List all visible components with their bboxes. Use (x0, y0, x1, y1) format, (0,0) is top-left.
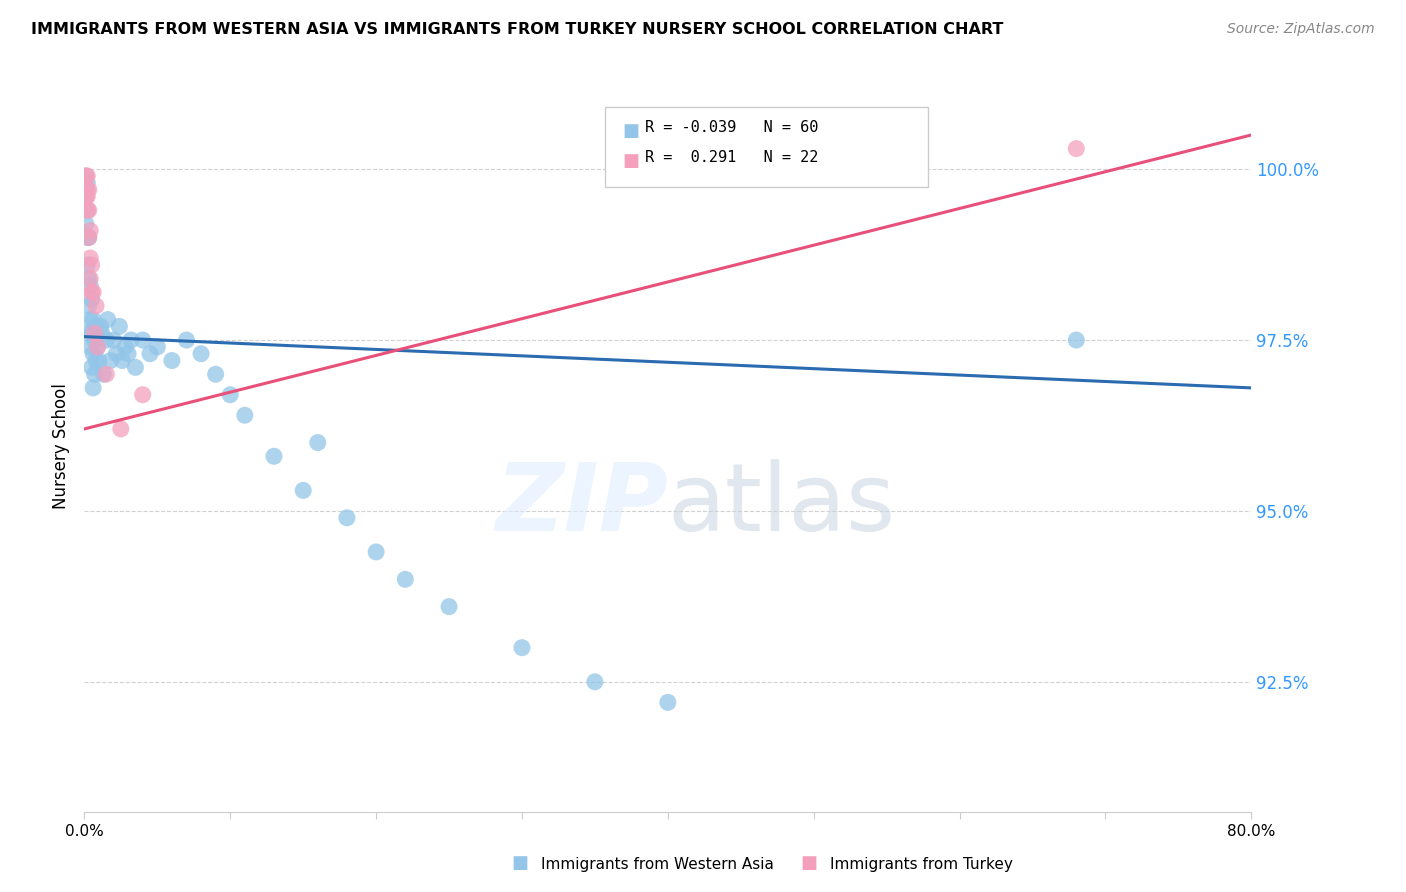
Point (394, 572, 416, 586)
Point (84, 299, 107, 313)
Point (80, 285, 103, 300)
Point (97, 312, 120, 326)
Point (96, 333, 118, 347)
Text: atlas: atlas (668, 458, 896, 550)
Point (79, 251, 101, 265)
Point (75, 189, 97, 203)
Point (75, 217, 97, 231)
Point (1066, 333, 1088, 347)
Point (233, 409, 256, 423)
Point (76, 230, 98, 244)
Point (79, 312, 101, 326)
Text: IMMIGRANTS FROM WESTERN ASIA VS IMMIGRANTS FROM TURKEY NURSERY SCHOOL CORRELATIO: IMMIGRANTS FROM WESTERN ASIA VS IMMIGRAN… (31, 22, 1004, 37)
Point (307, 435, 329, 450)
Point (80, 258, 103, 272)
Text: Immigrants from Turkey: Immigrants from Turkey (830, 857, 1012, 872)
Point (77, 203, 100, 218)
Y-axis label: Nursery School: Nursery School (52, 383, 70, 509)
Text: ■: ■ (623, 152, 640, 169)
Point (146, 340, 169, 354)
Point (114, 340, 136, 354)
Point (1066, 142, 1088, 156)
Point (292, 483, 315, 498)
Point (108, 319, 131, 334)
Point (219, 388, 242, 402)
Point (79, 340, 101, 354)
Point (76, 203, 98, 218)
Point (336, 510, 359, 524)
Point (82, 285, 104, 300)
Point (89, 319, 111, 334)
Point (83, 368, 105, 382)
Point (657, 695, 679, 709)
Text: ■: ■ (512, 855, 529, 872)
Point (84, 353, 107, 368)
Point (83, 326, 105, 341)
Point (80, 360, 103, 375)
Point (105, 347, 128, 361)
Point (583, 674, 606, 689)
Point (86, 340, 108, 354)
Point (82, 312, 104, 326)
Point (176, 333, 198, 347)
Text: ■: ■ (800, 855, 817, 872)
Point (80, 292, 103, 306)
Point (77, 230, 100, 244)
Point (510, 640, 533, 655)
Text: Source: ZipAtlas.com: Source: ZipAtlas.com (1227, 22, 1375, 37)
Point (110, 422, 132, 436)
Point (75, 169, 97, 183)
Text: ■: ■ (623, 122, 640, 140)
Point (90, 326, 112, 341)
Point (82, 381, 104, 395)
Point (76, 176, 98, 190)
Point (76, 189, 98, 203)
Point (91, 368, 114, 382)
Point (82, 347, 104, 361)
Point (77, 230, 100, 244)
Point (132, 333, 155, 347)
Point (117, 347, 139, 361)
Point (132, 388, 155, 402)
Point (204, 368, 226, 382)
Point (366, 545, 388, 559)
Text: Immigrants from Western Asia: Immigrants from Western Asia (541, 857, 775, 872)
Text: ZIP: ZIP (495, 458, 668, 550)
Text: R = -0.039   N = 60: R = -0.039 N = 60 (645, 120, 818, 136)
Point (263, 449, 285, 463)
Point (76, 203, 98, 218)
Point (437, 599, 460, 614)
Point (190, 347, 212, 361)
Point (77, 326, 100, 341)
Point (76, 169, 98, 183)
Point (96, 368, 118, 382)
Point (80, 326, 103, 341)
Point (84, 319, 107, 334)
Point (77, 271, 100, 285)
Point (75, 189, 97, 203)
Point (103, 333, 125, 347)
Point (79, 271, 101, 285)
Point (76, 258, 98, 272)
Point (160, 353, 183, 368)
Point (76, 183, 98, 197)
Point (77, 299, 100, 313)
Point (75, 169, 97, 183)
Point (79, 224, 101, 238)
Text: R =  0.291   N = 22: R = 0.291 N = 22 (645, 150, 818, 165)
Point (87, 353, 110, 368)
Point (111, 353, 134, 368)
Point (139, 347, 162, 361)
Point (120, 333, 142, 347)
Point (100, 353, 122, 368)
Point (86, 340, 108, 354)
Point (77, 183, 100, 197)
Point (124, 360, 146, 375)
Point (79, 278, 101, 293)
Point (83, 333, 105, 347)
